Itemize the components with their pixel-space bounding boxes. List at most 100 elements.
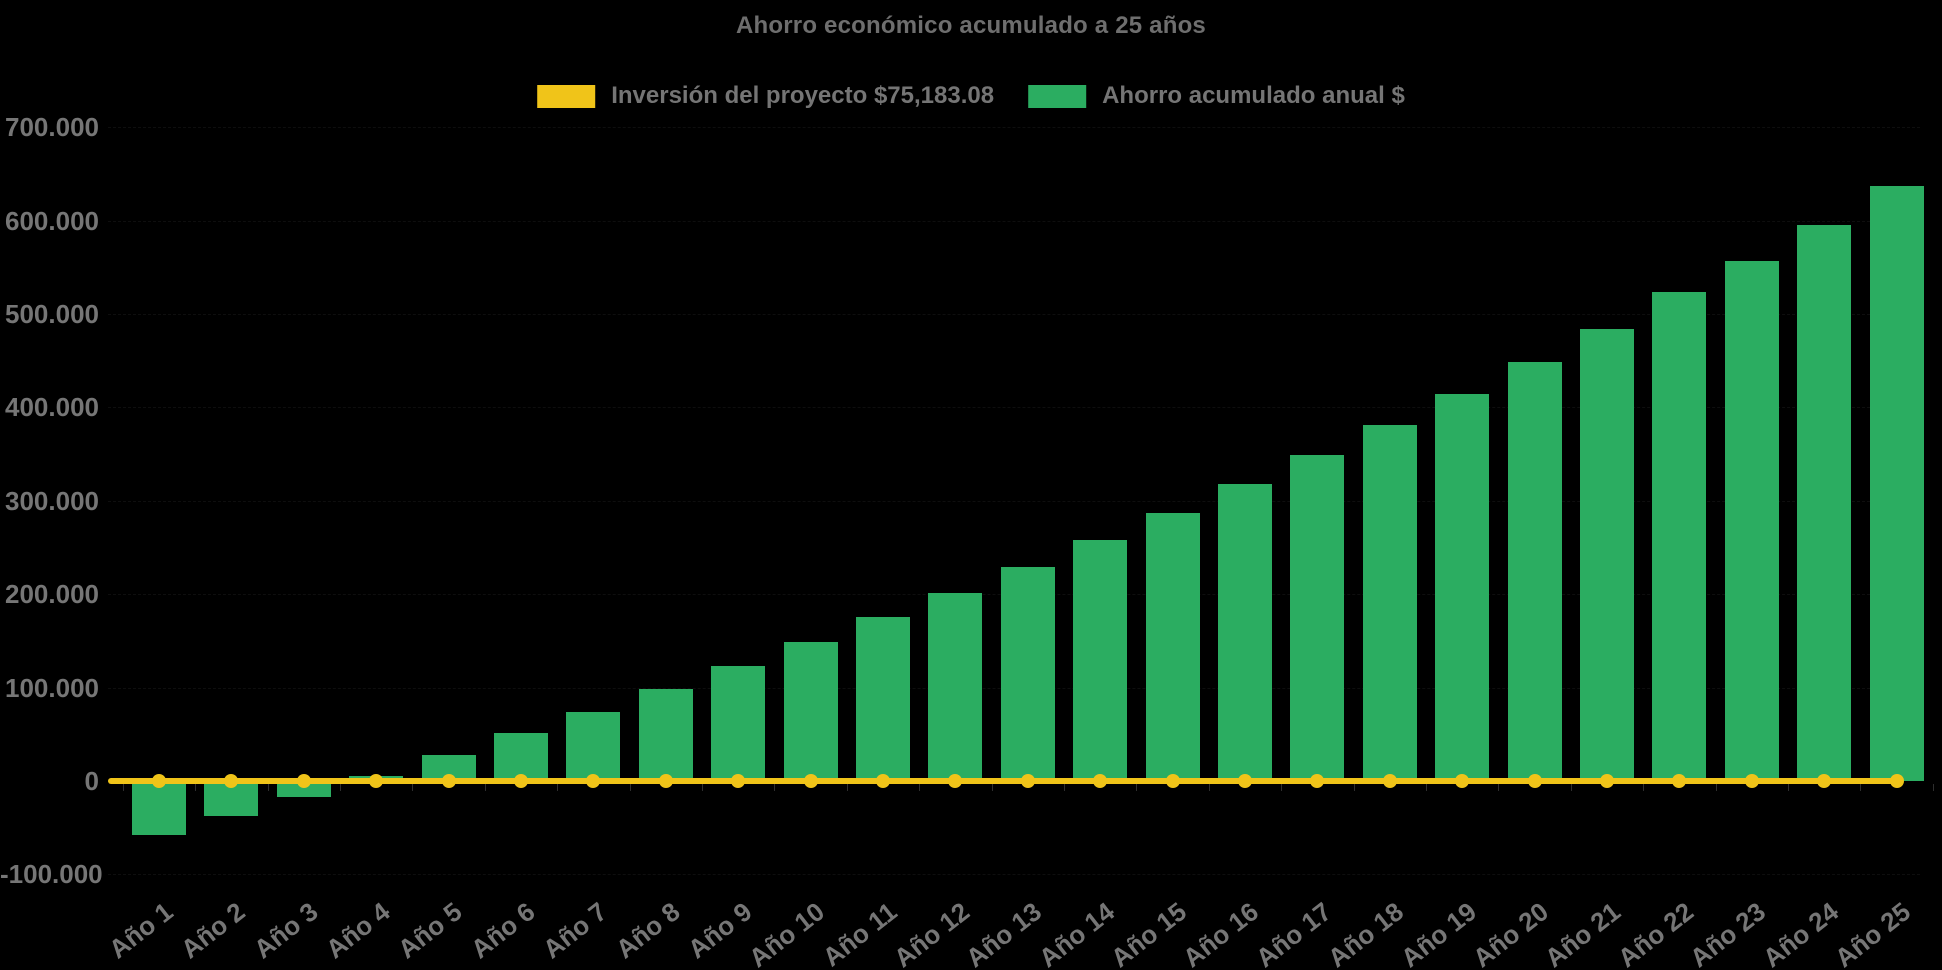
bar-ano-14 [1073, 540, 1128, 781]
x-axis-label-23: Año 23 [1684, 896, 1772, 970]
gridline--100000 [108, 874, 1920, 876]
x-axis-tick [1426, 784, 1427, 791]
x-axis-tick [1281, 784, 1283, 791]
x-axis-tick [1064, 784, 1065, 791]
investment-legend-label: Inversión del proyecto $75,183.08 [611, 82, 995, 109]
gridline-500000 [108, 314, 1920, 315]
x-axis-tick [1860, 784, 1862, 791]
bar-ano-21 [1580, 328, 1634, 781]
x-axis-label-2: Año 2 [175, 896, 251, 965]
investment-line-marker-25 [1889, 774, 1904, 788]
investment-line-marker-22 [1672, 774, 1687, 788]
investment-line-marker-4 [369, 774, 384, 788]
investment-line-marker-16 [1238, 774, 1252, 788]
y-axis-label-0: 0 [84, 766, 99, 796]
x-axis-label-19: Año 19 [1394, 896, 1482, 970]
x-axis-tick [484, 784, 486, 791]
gridline-400000 [108, 407, 1920, 409]
y-axis-label-500000: 500.000 [5, 299, 99, 329]
bar-ano-19 [1435, 394, 1490, 781]
x-axis-tick [846, 784, 848, 791]
investment-line-marker-19 [1455, 774, 1470, 788]
y-axis-label-600000: 600.000 [5, 205, 99, 236]
investment-line-marker-5 [441, 774, 456, 788]
investment-line-marker-8 [658, 774, 673, 788]
bar-ano-8 [638, 689, 693, 781]
investment-line-marker-12 [948, 774, 963, 788]
x-axis-label-25: Año 25 [1829, 896, 1916, 970]
gridline-700000 [108, 127, 1920, 129]
investment-line-marker-14 [1093, 774, 1108, 788]
savings-legend-swatch [1028, 84, 1087, 108]
investment-line-marker-20 [1527, 774, 1542, 788]
x-axis-tick [1715, 784, 1717, 791]
investment-line-marker-7 [586, 774, 601, 788]
x-axis-label-7: Año 7 [537, 896, 613, 965]
x-axis-label-13: Año 13 [960, 896, 1048, 970]
investment-line-marker-15 [1165, 774, 1180, 788]
x-axis-tick [1788, 784, 1789, 791]
bar-ano-1 [132, 781, 186, 836]
x-axis-tick [1643, 784, 1645, 791]
investment-line-marker-2 [224, 774, 239, 788]
bar-ano-16 [1218, 483, 1272, 781]
y-axis-label-400000: 400.000 [5, 392, 99, 423]
bar-ano-9 [711, 666, 766, 781]
bar-ano-13 [1000, 567, 1055, 781]
x-axis-tick [340, 784, 341, 791]
bar-ano-17 [1290, 455, 1345, 781]
investment-line-marker-9 [731, 774, 746, 788]
y-axis-label--100000: -100.000 [0, 859, 103, 890]
x-axis-label-11: Año 11 [816, 896, 903, 970]
investment-line-marker-1 [152, 774, 166, 788]
x-axis-tick [1570, 784, 1572, 791]
y-axis-label-100000: 100.000 [5, 672, 99, 703]
gridline-300000 [108, 500, 1920, 502]
x-axis-tick [991, 784, 993, 791]
investment-line-marker-13 [1020, 774, 1035, 788]
x-axis-tick [1932, 784, 1934, 791]
gridline-600000 [108, 220, 1920, 222]
bar-ano-6 [494, 733, 548, 781]
x-axis-label-17: Año 17 [1249, 896, 1337, 970]
bar-ano-15 [1145, 512, 1200, 781]
x-axis-label-5: Año 5 [392, 896, 468, 965]
x-axis-tick [195, 784, 197, 791]
x-axis-tick [122, 784, 124, 791]
x-axis-label-6: Año 6 [464, 896, 541, 965]
investment-line-marker-23 [1744, 774, 1759, 788]
investment-line [108, 778, 1902, 784]
x-axis-tick [1353, 784, 1355, 791]
bar-ano-20 [1507, 361, 1562, 781]
investment-line-marker-3 [296, 774, 311, 788]
investment-line-marker-24 [1817, 774, 1832, 788]
chart-title: Ahorro económico acumulado a 25 años [736, 12, 1206, 39]
bar-ano-3 [276, 781, 331, 797]
savings-legend-label: Ahorro acumulado anual $ [1102, 82, 1405, 109]
x-axis-tick [919, 784, 921, 791]
bar-ano-7 [566, 711, 621, 781]
x-axis-tick [267, 784, 269, 791]
x-axis-tick [702, 784, 703, 791]
x-axis-tick [557, 784, 559, 791]
x-axis-label-18: Año 18 [1322, 896, 1410, 970]
y-axis-label-300000: 300.000 [5, 485, 99, 516]
bar-ano-18 [1362, 425, 1417, 781]
bar-ano-11 [856, 616, 910, 781]
x-axis-label-10: Año 10 [743, 896, 830, 970]
investment-line-marker-18 [1382, 774, 1397, 788]
x-axis-label-20: Año 20 [1467, 896, 1554, 970]
x-axis-label-21: Año 21 [1539, 896, 1627, 970]
investment-line-marker-6 [514, 774, 528, 788]
x-axis-tick [1498, 784, 1500, 791]
x-axis-label-4: Año 4 [320, 896, 396, 965]
x-axis-label-24: Año 24 [1756, 896, 1844, 970]
x-axis-tick [629, 784, 631, 791]
x-axis-label-12: Año 12 [887, 896, 975, 970]
investment-line-marker-21 [1600, 774, 1614, 788]
y-axis-label-200000: 200.000 [5, 579, 99, 610]
x-axis-label-22: Año 22 [1611, 896, 1699, 970]
bar-ano-25 [1869, 186, 1924, 781]
x-axis-tick [1208, 784, 1210, 791]
